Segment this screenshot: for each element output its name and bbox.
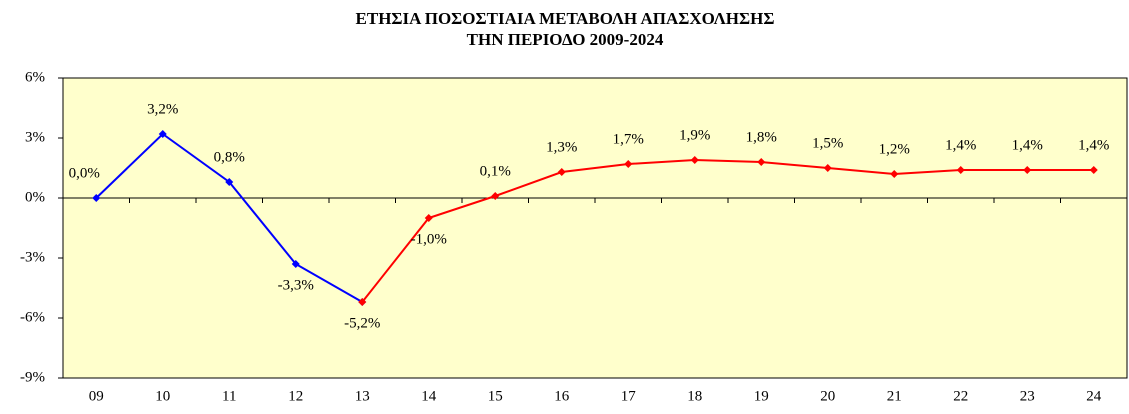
data-label: 1,4% — [1078, 137, 1109, 153]
data-label: 1,2% — [879, 141, 910, 157]
x-tick-label: 17 — [621, 388, 637, 404]
data-label: -3,3% — [278, 277, 314, 293]
x-tick-label: 18 — [687, 388, 702, 404]
marker — [225, 178, 234, 186]
data-label: 1,7% — [613, 131, 644, 147]
marker — [158, 130, 167, 138]
chart-subtitle: ΤΗΝ ΠΕΡΙΟΔΟ 2009-2024 — [467, 30, 664, 49]
x-tick-label: 23 — [1020, 388, 1035, 404]
marker — [956, 166, 965, 174]
x-tick-label: 22 — [953, 388, 968, 404]
data-label: 0,0% — [69, 165, 100, 181]
x-tick-label: 09 — [89, 388, 104, 404]
marker — [757, 158, 766, 166]
marker — [291, 260, 300, 268]
marker — [890, 170, 899, 178]
y-tick-label: -9% — [20, 369, 45, 385]
marker — [823, 164, 832, 172]
x-tick-label: 20 — [820, 388, 835, 404]
marker — [624, 160, 633, 168]
marker — [690, 156, 699, 164]
data-label: 3,2% — [147, 101, 178, 117]
data-label: 0,8% — [214, 149, 245, 165]
x-tick-label: 10 — [155, 388, 170, 404]
data-label: 1,9% — [679, 127, 710, 143]
data-label: 1,4% — [945, 137, 976, 153]
x-tick-label: 24 — [1086, 388, 1102, 404]
marker — [92, 194, 101, 202]
data-label: -5,2% — [344, 315, 380, 331]
y-tick-label: 6% — [25, 69, 45, 85]
x-tick-label: 16 — [554, 388, 570, 404]
marker — [491, 192, 500, 200]
marker — [1089, 166, 1098, 174]
y-tick-label: 3% — [25, 129, 45, 145]
plot-area — [62, 77, 1128, 379]
data-label: 1,3% — [546, 139, 577, 155]
data-label: 1,8% — [746, 129, 777, 145]
marker — [424, 214, 433, 222]
data-label: 1,5% — [812, 135, 843, 151]
y-tick-label: -3% — [20, 249, 45, 265]
marker — [557, 168, 566, 176]
x-tick-label: 13 — [355, 388, 370, 404]
chart-title: ΕΤΗΣΙΑ ΠΟΣΟΣΤΙΑΙΑ ΜΕΤΑΒΟΛΗ ΑΠΑΣΧΟΛΗΣΗΣ — [356, 9, 775, 28]
x-tick-label: 12 — [288, 388, 303, 404]
x-tick-label: 15 — [488, 388, 503, 404]
data-label: 1,4% — [1012, 137, 1043, 153]
x-tick-label: 19 — [754, 388, 769, 404]
x-tick-label: 14 — [421, 388, 437, 404]
data-label: -1,0% — [411, 231, 447, 247]
data-label: 0,1% — [480, 163, 511, 179]
x-tick-label: 21 — [887, 388, 902, 404]
series-line — [361, 158, 1094, 303]
marker — [1023, 166, 1032, 174]
x-tick-label: 11 — [222, 388, 236, 404]
y-tick-label: 0% — [25, 189, 45, 205]
y-tick-label: -6% — [20, 309, 45, 325]
marker — [358, 298, 367, 306]
